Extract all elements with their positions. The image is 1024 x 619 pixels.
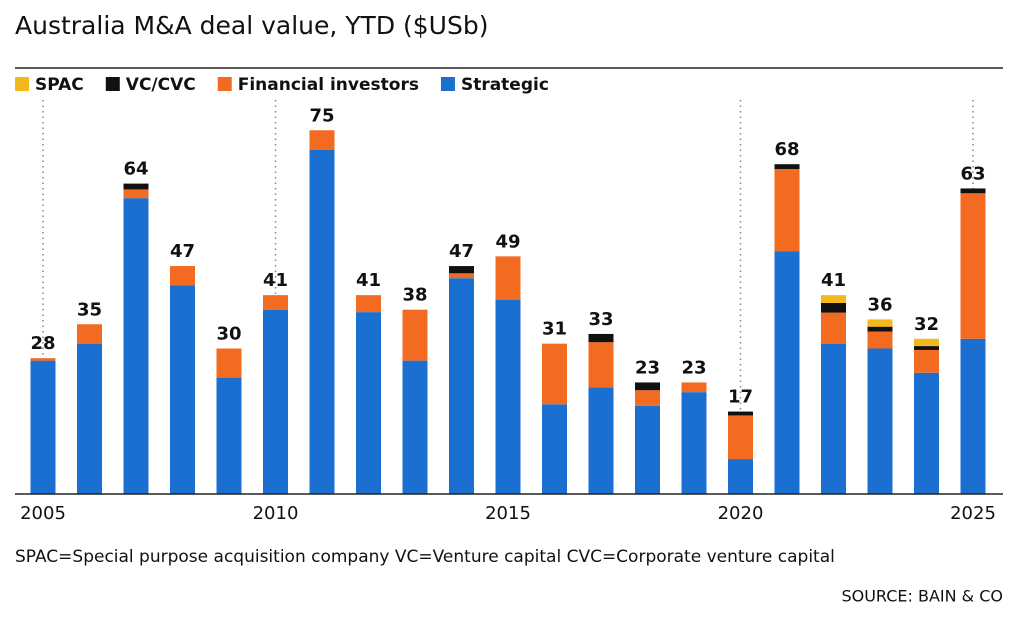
bar-segment (309, 149, 335, 494)
bar-segment (30, 360, 56, 494)
legend-label: Financial investors (238, 75, 419, 95)
legend-swatch (15, 77, 29, 91)
x-tick-label: 2010 (253, 503, 299, 524)
footnote: SPAC=Special purpose acquisition company… (15, 547, 835, 567)
total-label: 32 (914, 314, 939, 335)
bar-segment (495, 300, 521, 494)
bar-segment (123, 183, 149, 190)
bar-segment (960, 188, 986, 194)
bar-segment (542, 343, 567, 405)
total-label: 41 (356, 270, 381, 291)
x-tick-label: 2005 (20, 503, 66, 524)
bar-segment (728, 459, 753, 494)
total-label: 47 (170, 241, 195, 262)
bar-segment (402, 360, 428, 494)
bar-segment (170, 285, 195, 494)
legend-swatch (440, 77, 455, 91)
total-label: 30 (216, 324, 241, 345)
bar-segment (495, 256, 521, 300)
bar-segment (77, 324, 102, 344)
bar-segment (774, 164, 800, 170)
bar-segment (681, 392, 707, 494)
bar-segment (821, 343, 846, 494)
bar-segment (449, 273, 474, 279)
bar-segment (123, 198, 149, 494)
total-label: 38 (402, 285, 427, 306)
bar-segment (263, 295, 288, 310)
bar-segment (960, 338, 986, 494)
total-label: 23 (635, 357, 660, 378)
bar-segment (309, 130, 335, 150)
total-label: 28 (30, 333, 55, 354)
total-label: 41 (263, 270, 288, 291)
chart-title: Australia M&A deal value, YTD ($USb) (15, 11, 488, 40)
bar-segment (263, 309, 288, 494)
bar-segment (588, 342, 614, 388)
bar-segment (635, 382, 660, 391)
bar-segment (914, 338, 939, 347)
total-label: 68 (774, 139, 799, 160)
bar-segment (821, 295, 846, 303)
total-label: 33 (588, 309, 613, 330)
total-label: 47 (449, 241, 474, 262)
bar-segment (914, 372, 939, 494)
total-label: 75 (309, 105, 334, 126)
bar-segment (30, 358, 56, 361)
legend-label: SPAC (35, 75, 84, 95)
source: SOURCE: BAIN & CO (841, 587, 1003, 606)
bar-segment (449, 266, 474, 274)
bar-segment (216, 377, 242, 494)
bar-segment (867, 348, 893, 494)
legend-label: VC/CVC (126, 75, 196, 95)
legend-swatch (105, 77, 120, 91)
total-label: 17 (728, 387, 753, 408)
bar-segment (867, 326, 893, 332)
legend-swatch (217, 77, 232, 91)
bar-segment (681, 382, 707, 393)
total-label: 36 (867, 294, 892, 315)
bar-segment (821, 302, 846, 313)
total-label: 49 (495, 231, 520, 252)
bar-segment (170, 266, 195, 286)
bar-segment (356, 312, 381, 494)
total-label: 35 (77, 299, 102, 320)
total-label: 31 (542, 319, 567, 340)
bar-segment (914, 346, 939, 350)
x-tick-label: 2015 (485, 503, 531, 524)
bar-segment (356, 295, 381, 313)
legend-label: Strategic (461, 75, 549, 95)
bar-segment (774, 251, 800, 494)
bar-segment (123, 189, 149, 199)
bar-segment (728, 415, 753, 460)
total-label: 64 (123, 159, 148, 180)
bar-segment (542, 404, 567, 494)
total-label: 41 (821, 270, 846, 291)
bar-segment (588, 333, 614, 343)
bar-segment (728, 411, 753, 416)
bar-segment (821, 312, 846, 344)
total-label: 63 (960, 163, 985, 184)
bar-segment (635, 405, 660, 494)
x-tick-label: 2020 (718, 503, 764, 524)
bar-segment (402, 309, 428, 361)
bar-segment (635, 390, 660, 406)
bar-segment (914, 349, 939, 373)
bar-segment (867, 319, 893, 327)
bar-segment (449, 278, 474, 494)
bar-segment (588, 387, 614, 494)
total-label: 23 (681, 357, 706, 378)
x-tick-label: 2025 (950, 503, 996, 524)
bar-segment (867, 331, 893, 349)
bar-segment (960, 193, 986, 339)
bar-segment (774, 169, 800, 252)
bar-segment (77, 343, 102, 494)
bar-segment (216, 348, 242, 378)
